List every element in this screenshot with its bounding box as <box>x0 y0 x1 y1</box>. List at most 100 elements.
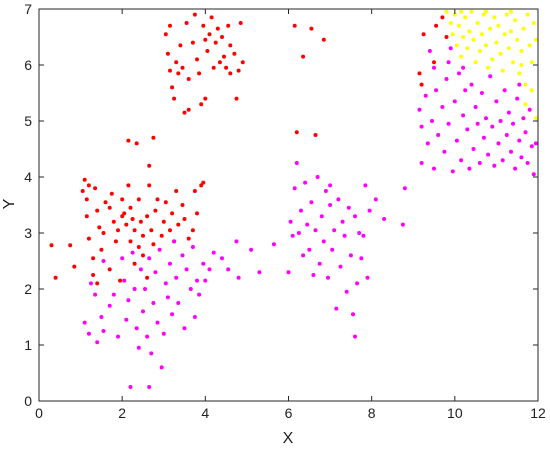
data-point <box>463 88 468 93</box>
data-point <box>197 71 202 76</box>
data-point <box>222 54 226 59</box>
data-point <box>176 71 181 76</box>
data-point <box>159 233 164 238</box>
data-point <box>192 189 197 193</box>
data-point <box>128 205 133 210</box>
data-point <box>228 71 233 76</box>
data-point <box>481 12 486 17</box>
data-point <box>479 91 484 95</box>
data-point <box>138 219 143 224</box>
data-point <box>365 275 370 280</box>
data-point <box>517 71 522 76</box>
data-point <box>195 211 199 216</box>
data-point <box>521 116 526 121</box>
data-point <box>99 315 104 319</box>
x-tick-label: 8 <box>368 405 376 421</box>
data-point <box>126 298 131 303</box>
data-point <box>500 68 505 73</box>
data-point <box>531 172 536 177</box>
data-point <box>89 281 93 286</box>
data-point <box>296 231 301 235</box>
data-point <box>72 264 77 269</box>
data-point <box>188 287 193 291</box>
data-point <box>126 138 131 143</box>
data-point <box>519 155 524 160</box>
data-point <box>290 233 295 238</box>
data-point <box>86 183 91 188</box>
y-tick-label: 1 <box>24 337 32 353</box>
data-point <box>203 96 208 101</box>
data-point <box>446 121 451 126</box>
y-tick-label: 6 <box>24 57 32 73</box>
data-point <box>145 214 150 219</box>
data-point <box>172 239 177 244</box>
data-point <box>147 183 152 188</box>
data-point <box>186 236 191 241</box>
data-point <box>207 32 212 37</box>
data-point <box>141 233 145 238</box>
data-point <box>454 138 459 143</box>
data-point <box>120 256 125 261</box>
data-point <box>417 107 422 112</box>
data-point <box>203 278 208 283</box>
data-point <box>444 35 449 39</box>
data-point <box>192 12 197 17</box>
data-point <box>496 141 501 146</box>
data-point <box>313 228 318 233</box>
data-point <box>95 208 100 213</box>
data-point <box>430 119 434 123</box>
data-point <box>450 32 455 37</box>
data-point <box>184 21 189 25</box>
data-point <box>157 247 162 252</box>
data-point <box>170 211 175 216</box>
data-point <box>448 21 453 25</box>
data-point <box>444 9 449 14</box>
data-point <box>427 49 432 53</box>
data-point <box>165 295 170 300</box>
data-point <box>301 54 306 59</box>
data-point <box>475 121 480 126</box>
data-point <box>113 239 118 244</box>
data-point <box>84 197 89 202</box>
data-point <box>509 149 513 154</box>
data-point <box>477 161 482 165</box>
data-point <box>234 239 239 244</box>
data-point <box>340 219 345 224</box>
data-point <box>419 82 424 87</box>
data-point <box>236 275 241 280</box>
data-point <box>402 186 407 191</box>
data-point <box>170 85 175 90</box>
x-tick-label: 6 <box>285 405 293 421</box>
data-point <box>421 32 426 37</box>
data-point <box>334 306 339 311</box>
data-point <box>521 26 526 31</box>
data-point <box>161 331 166 336</box>
data-point <box>432 65 436 70</box>
data-point <box>190 245 195 249</box>
data-point <box>145 275 150 280</box>
data-point <box>494 99 499 104</box>
data-point <box>178 43 183 48</box>
data-point <box>182 217 187 221</box>
data-point <box>457 71 461 76</box>
data-point <box>326 275 330 280</box>
points-layer <box>49 9 538 389</box>
data-point <box>450 169 455 174</box>
data-point <box>533 37 538 42</box>
data-point <box>86 331 91 336</box>
data-point <box>155 320 160 325</box>
data-point <box>138 267 143 272</box>
data-point <box>486 65 491 70</box>
data-point <box>147 163 152 168</box>
data-point <box>192 315 197 319</box>
data-point <box>471 37 476 42</box>
data-point <box>309 200 314 205</box>
data-point <box>525 12 530 17</box>
data-point <box>128 385 133 389</box>
data-point <box>481 135 486 140</box>
data-point <box>469 82 474 87</box>
data-point <box>109 191 114 196</box>
data-point <box>531 21 536 25</box>
data-point <box>122 211 127 216</box>
